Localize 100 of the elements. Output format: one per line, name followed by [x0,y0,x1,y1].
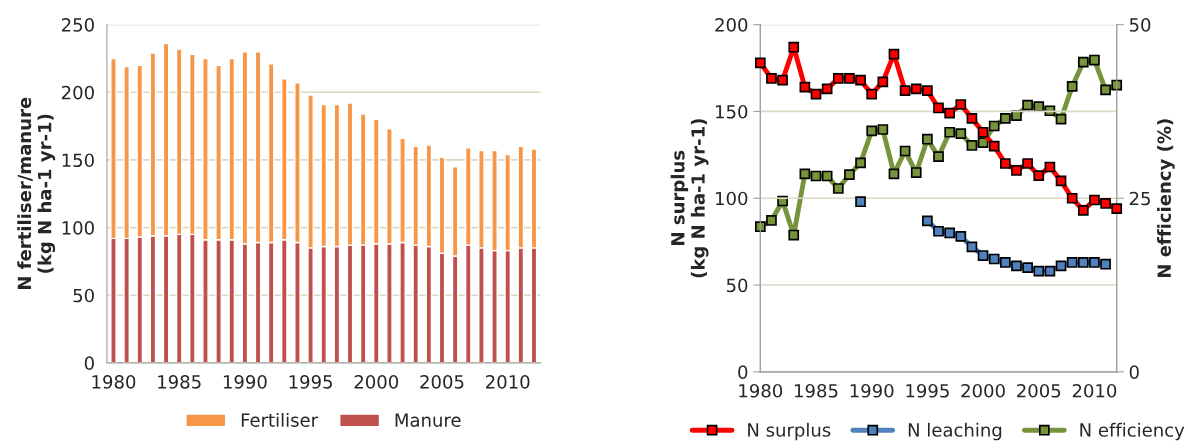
point [1077,205,1089,216]
legend-label: Fertiliser [241,412,319,427]
y-axis-title: N fertiliser/manure (kg N ha-1 yr-1) [17,97,56,290]
point [999,257,1011,268]
y-tick-label: 200 [715,18,748,32]
point [832,183,844,194]
y-tick-label: 100 [62,221,94,235]
point [855,196,866,208]
point [832,73,844,84]
point [899,85,911,96]
x-tick-label: 1980 [739,383,783,398]
point [988,253,1000,265]
x-tick-label: 2005 [420,375,464,389]
y-tick-label: 0 [738,365,748,379]
point [977,126,989,138]
point [1033,265,1045,277]
x-tick-label: 2010 [1072,383,1117,398]
point [877,124,889,135]
y-tick-label: 150 [716,104,748,119]
point [788,229,800,241]
point [1033,170,1045,182]
x-tick-label: 1985 [795,383,838,398]
x-tick-label: 1985 [158,375,201,389]
x-tick-label: 1990 [850,383,894,398]
point [1089,257,1100,268]
point [754,57,766,69]
point [910,167,922,178]
legend-label: N leaching [908,422,1002,441]
point [955,128,967,140]
point [1066,81,1078,92]
point [1111,203,1123,215]
point [1011,110,1022,121]
point [966,113,978,124]
point [877,76,889,88]
y-tick-label: 100 [716,191,748,206]
point [999,158,1011,169]
point [988,140,1000,152]
point [1066,192,1078,204]
y2-tick-label: 25 [1129,191,1150,206]
y2-axis-title: N efficiency (%) [1157,119,1175,278]
x-tick-label: 1980 [92,375,136,389]
point [766,215,777,226]
x-tick-label: 2005 [1017,383,1061,398]
point [910,83,922,95]
point [1011,260,1022,272]
point [933,225,944,237]
point [922,133,933,145]
point [866,88,878,100]
point [1022,99,1033,111]
point [922,85,933,96]
y-tick-label: 150 [62,153,94,168]
legend-label: Manure [395,413,461,427]
point [922,215,933,227]
point [955,231,967,242]
point [1077,257,1089,268]
point [1089,54,1100,66]
x-tick-label: 1990 [223,375,267,389]
legend-label: N surplus [748,422,831,441]
point [866,125,878,137]
point [855,157,866,169]
point [944,227,956,239]
point [754,221,766,233]
point [844,169,855,180]
y2-tick-label: 0 [1129,365,1139,379]
point [944,107,956,119]
y-tick-label: 250 [61,18,94,32]
point [855,74,866,86]
point [944,126,956,138]
y-tick-label: 0 [84,356,94,370]
point [977,250,989,261]
point [1011,165,1022,176]
point [844,73,855,84]
point [766,73,777,84]
point [955,99,967,110]
point [1022,262,1033,274]
y-tick-label: 50 [73,288,94,303]
legend-label: N efficiency [1080,422,1185,441]
point [1022,158,1033,169]
point [777,74,788,86]
point [1089,194,1100,206]
x-tick-label: 2000 [354,375,399,389]
point [1100,84,1111,96]
point [1033,101,1045,112]
point [966,140,978,151]
point [1066,257,1078,268]
x-tick-label: 1995 [906,383,949,398]
point [988,120,1000,132]
y-tick-label: 50 [726,278,748,293]
point [999,113,1011,124]
point [1077,56,1089,68]
y-axis-title: N surplus (kg N ha-1 yr-1) [670,119,709,278]
point [933,151,944,162]
point [1100,198,1111,209]
point [1100,258,1111,270]
y-tick-label: 200 [61,85,94,100]
x-tick-label: 1995 [289,375,332,389]
y2-tick-label: 50 [1129,18,1151,32]
point [788,41,800,53]
x-tick-label: 2000 [961,383,1005,398]
x-tick-label: 2010 [486,375,530,389]
